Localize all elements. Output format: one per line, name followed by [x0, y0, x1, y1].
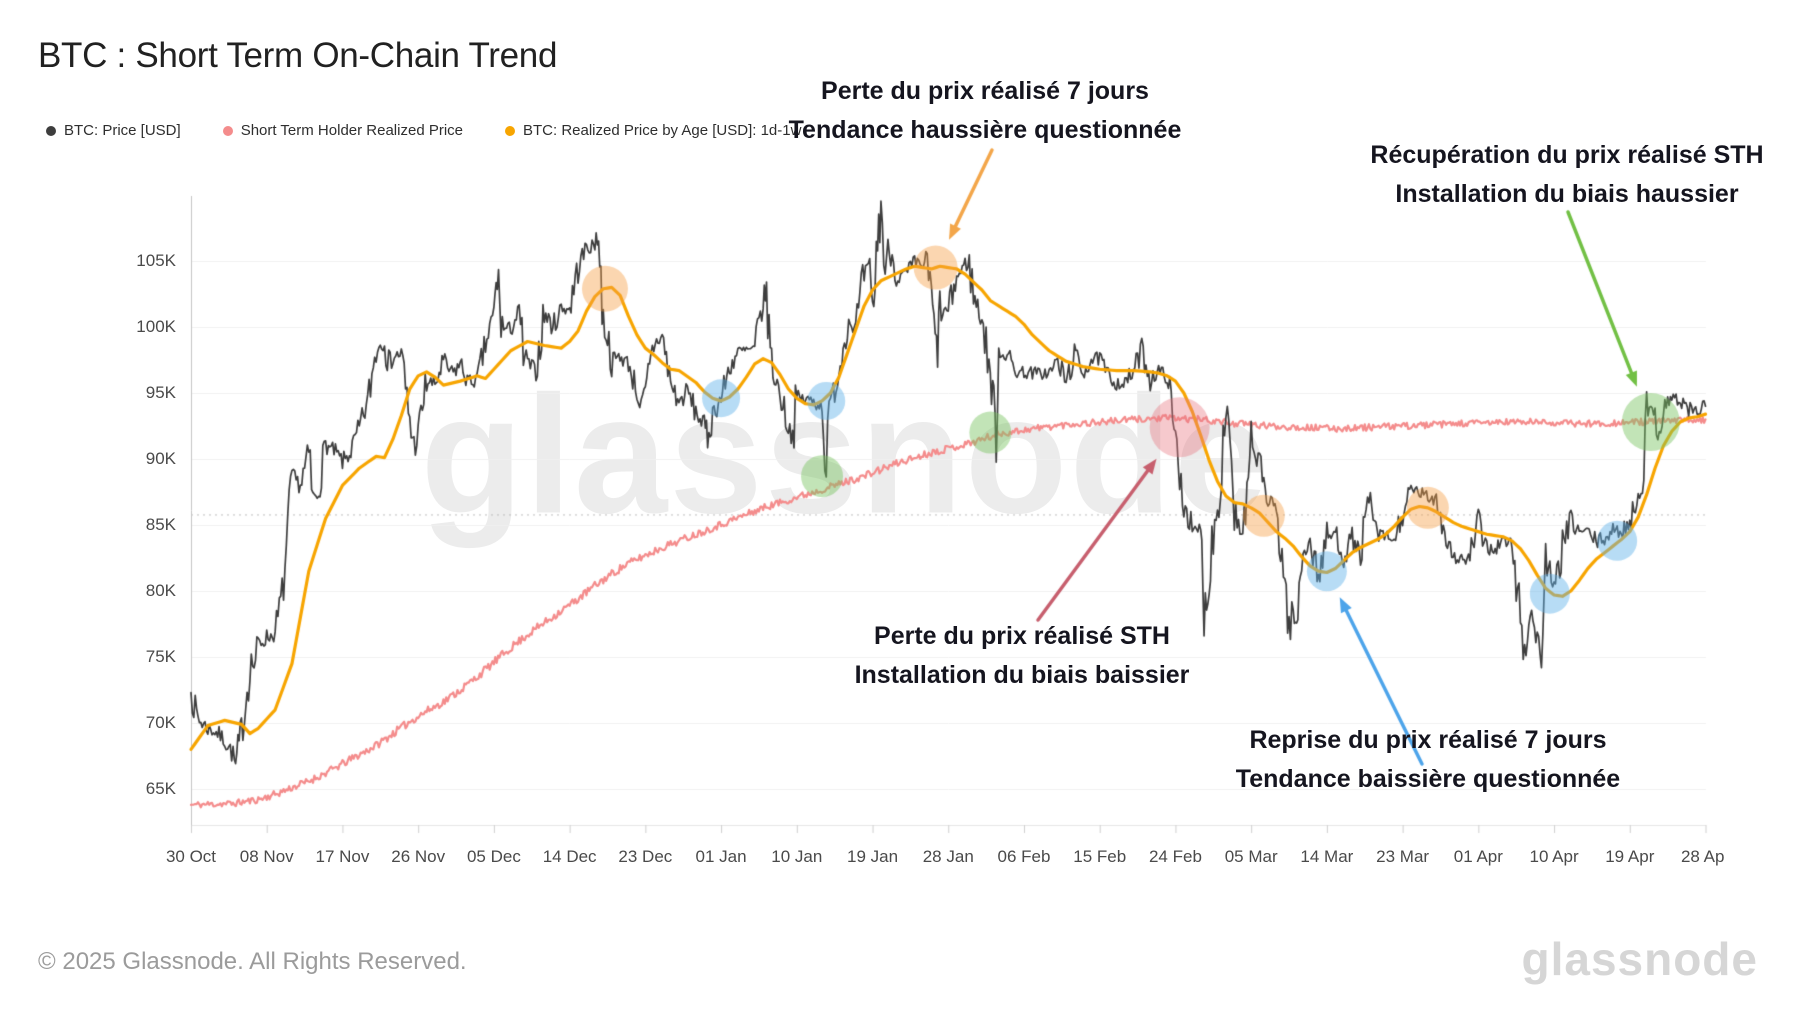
chart-canvas [0, 0, 1800, 1013]
chart-page: BTC : Short Term On-Chain Trend BTC: Pri… [0, 0, 1800, 1013]
